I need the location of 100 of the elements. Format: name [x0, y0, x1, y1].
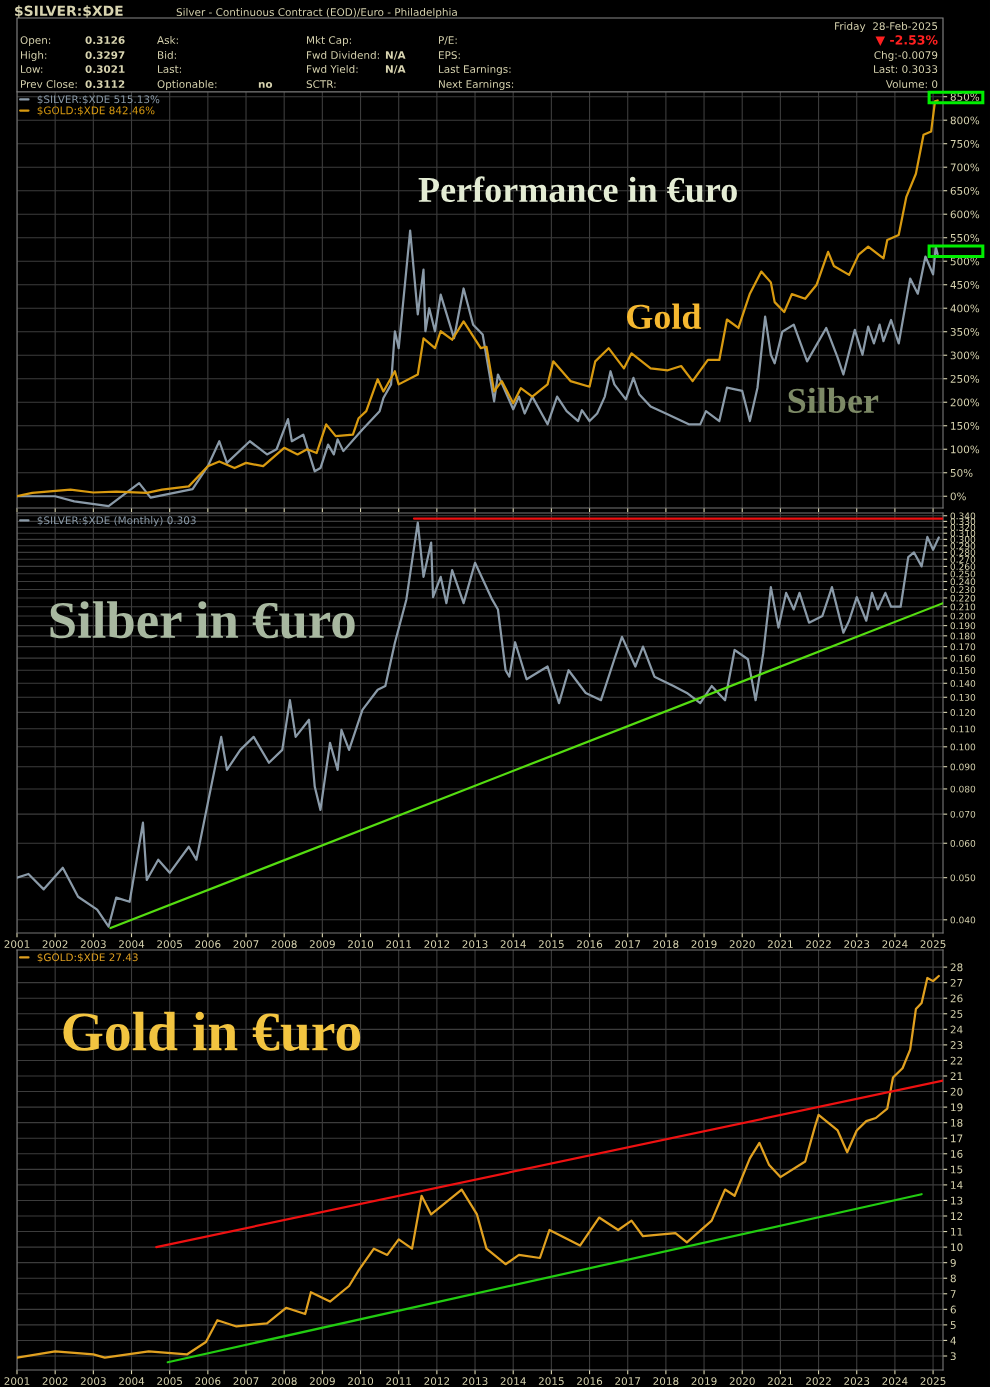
text: Bid:	[158, 50, 176, 60]
text: Last: 0.3033	[874, 65, 938, 74]
y-tick-label: 800%	[950, 116, 980, 125]
y-tick-label: 15	[951, 1165, 963, 1174]
y-tick-label: 0.040	[950, 916, 976, 924]
x-tick-label: 2022	[806, 1377, 831, 1386]
x-tick-label: 2020	[729, 1377, 755, 1386]
text: Chg:-0.0079	[874, 50, 938, 62]
y-tick-label: 100%	[951, 445, 980, 454]
y-tick-label: 750%	[950, 139, 980, 148]
y-tick-label: 50%	[950, 468, 973, 477]
y-tick-label: 0.290	[950, 542, 976, 550]
y-tick-label: 18	[951, 1118, 963, 1127]
y-tick-label: 10	[951, 1243, 963, 1252]
y-tick-label: 26	[950, 994, 963, 1003]
y-tick-label: 650%	[950, 186, 980, 195]
y-tick-label: 0.200	[950, 612, 976, 620]
y-tick-label: 0.170	[950, 643, 976, 651]
y-tick-label: 17	[951, 1134, 963, 1143]
x-tick-label: 2002	[42, 1377, 68, 1386]
x-tick-label: 2023	[844, 940, 870, 949]
text: Last Earnings:	[439, 64, 511, 76]
x-tick-label: 2012	[424, 940, 450, 949]
text: $SILVER:$XDE	[15, 5, 123, 18]
y-tick-label: 0.050	[950, 874, 976, 882]
x-tick-label: 2025	[920, 1377, 946, 1386]
x-tick-label: 2003	[80, 940, 106, 949]
x-tick-label: 2011	[386, 940, 411, 949]
y-tick-label: 12	[951, 1212, 963, 1220]
y-tick-label: 400%	[950, 304, 980, 313]
y-tick-label: 0.320	[950, 523, 976, 531]
y-tick-label: 300%	[950, 351, 980, 360]
x-tick-label: 2004	[119, 940, 145, 949]
y-tick-label: 0.060	[950, 839, 976, 847]
text: Next Earnings:	[439, 79, 514, 91]
x-tick-label: 2016	[577, 940, 603, 949]
y-tick-label: 5	[950, 1321, 956, 1329]
y-tick-label: 0.080	[950, 785, 976, 793]
x-tick-label: 2006	[195, 940, 221, 949]
x-tick-label: 2013	[462, 940, 488, 949]
y-tick-label: 0.150	[950, 666, 976, 674]
y-tick-label: 0.300	[950, 536, 976, 543]
x-tick-label: 2014	[500, 1377, 526, 1386]
y-tick-label: 8	[950, 1274, 956, 1283]
x-tick-label: 2016	[577, 1377, 603, 1386]
x-tick-label: 2005	[157, 1377, 183, 1386]
text: EPS:	[439, 51, 460, 60]
y-tick-label: 25	[950, 1010, 963, 1018]
y-tick-label: 0.070	[950, 810, 976, 818]
y-tick-label: 13	[951, 1196, 963, 1205]
x-tick-label: 2014	[500, 940, 526, 949]
y-tick-label: 7	[950, 1290, 956, 1298]
y-tick-label: 850%	[950, 92, 980, 101]
y-tick-label: 4	[950, 1336, 956, 1345]
y-tick-label: 24	[950, 1025, 963, 1034]
y-tick-label: 0.160	[950, 654, 976, 662]
y-tick-label: 0.120	[950, 709, 976, 716]
text: Mkt Cap:	[307, 35, 351, 47]
text: ▼ -2.53%	[875, 35, 938, 46]
x-tick-label: 2010	[348, 940, 374, 949]
y-tick-label: 19	[951, 1103, 963, 1112]
text: Open:	[20, 36, 51, 47]
y-tick-label: 600%	[950, 210, 980, 219]
y-tick-label: 450%	[950, 280, 980, 289]
y-tick-label: 0.100	[950, 743, 976, 751]
y-tick-label: 6	[950, 1305, 956, 1314]
x-tick-label: 2001	[4, 940, 30, 949]
y-tick-label: 0%	[950, 492, 966, 501]
text: no	[258, 82, 273, 89]
x-tick-label: 2018	[653, 1377, 679, 1386]
x-tick-label: 2019	[691, 940, 717, 949]
x-tick-label: 2015	[538, 940, 564, 949]
x-tick-label: 2019	[691, 1377, 717, 1386]
x-tick-label: 2010	[348, 1377, 374, 1386]
text: Low:	[21, 65, 43, 74]
y-tick-label: 0.310	[950, 529, 976, 537]
x-tick-label: 2020	[729, 940, 755, 949]
text: Optionable:	[157, 79, 217, 91]
legend-label: $SILVER:$XDE (Monthly) 0.303	[37, 516, 196, 527]
text: High:	[21, 50, 47, 62]
legend-label: $GOLD:$XDE 842.46%	[37, 106, 155, 116]
text: 0.3112	[85, 80, 125, 89]
x-tick-label: 2008	[271, 1377, 297, 1386]
y-tick-label: 0.280	[950, 549, 976, 556]
text: N/A	[385, 65, 406, 74]
y-tick-label: 16	[951, 1150, 963, 1158]
x-tick-label: 2007	[233, 1377, 259, 1386]
y-tick-label: 700%	[950, 163, 980, 172]
x-tick-label: 2001	[4, 1377, 30, 1386]
y-tick-label: 9	[950, 1258, 956, 1267]
x-tick-label: 2004	[119, 1377, 145, 1386]
text: P/E:	[439, 36, 457, 45]
text: Volume: 0	[885, 79, 938, 89]
text: 0.3297	[85, 51, 125, 60]
x-tick-label: 2012	[424, 1377, 450, 1386]
y-tick-label: 22	[950, 1056, 963, 1065]
y-tick-label: 0.190	[950, 622, 976, 630]
y-tick-label: 250%	[950, 374, 980, 383]
y-tick-label: 200%	[950, 398, 980, 407]
x-tick-label: 2013	[462, 1377, 488, 1386]
